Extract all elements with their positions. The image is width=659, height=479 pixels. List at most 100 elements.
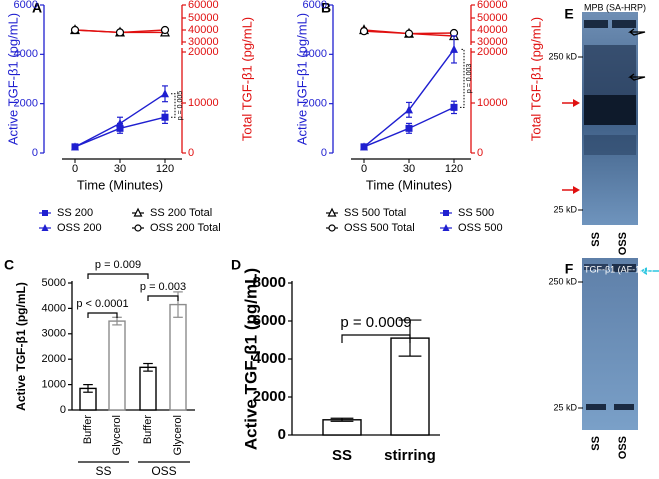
marker [160,25,170,35]
annotation: p = 0.003 [466,64,473,93]
y-tick-label: 4000 [14,48,38,60]
marker [359,27,369,36]
panel-label: F [565,261,574,277]
legend-label: OSS 500 Total [344,222,415,234]
group-label: OSS [151,464,176,478]
y2-tick-label: 10000 [477,97,508,109]
size-marker: 25 kD [553,204,577,214]
x-tick-label: 0 [361,163,367,175]
band [614,404,634,410]
x-tick-label: Buffer [142,415,154,444]
y-tick-label: 0 [278,426,286,443]
marker [70,25,80,35]
band [584,20,608,28]
band [612,20,636,28]
blot-e [562,12,646,225]
arrow [628,73,646,81]
blot-f [582,258,659,430]
x-tick-label: Buffer [82,415,94,444]
y2-axis-label: Total TGF-β1 (pg/mL) [239,17,254,141]
size-marker: 250 kD [548,276,577,286]
x-tick-label: stirring [384,447,436,464]
x-tick-label: 0 [72,163,78,175]
bar [108,320,126,411]
bar [139,366,157,411]
x-tick-label: 120 [445,163,463,175]
band [584,45,636,95]
significance-label: p = 0.003 [140,281,186,293]
marker [360,142,368,151]
marker [405,124,413,132]
legend-label: SS 500 [458,207,494,219]
blot-title: TGF-β1 (AF-101) [584,264,653,274]
significance-bracket [147,295,179,301]
x-tick-label: SS [332,447,352,464]
marker [442,224,450,231]
lane-label: SS [590,436,602,451]
y-tick-label: 0 [32,147,38,159]
y-tick-label: 4000 [303,48,327,60]
panel-label: D [231,257,241,273]
significance-label: p < 0.0001 [76,298,128,310]
arrow-head [573,186,580,194]
legend-label: OSS 500 [458,222,503,234]
significance-label: p = 0.0009 [340,314,411,331]
significance-bracket [171,93,176,118]
arrow-head [573,99,580,107]
legend-label: SS 200 Total [150,207,212,219]
size-marker: 250 kD [548,51,577,61]
y-tick-label: 4000 [42,302,66,314]
y-axis-label: Active TGF-β1 (pg/mL) [14,282,28,411]
y-tick-label: 8000 [253,274,286,291]
marker [450,44,458,53]
y-tick-label: 6000 [253,312,286,329]
marker [161,89,169,98]
x-tick-label: 30 [114,163,126,175]
y-tick-label: 1000 [42,379,66,391]
panel-label: B [321,0,331,16]
y-tick-label: 0 [321,147,327,159]
marker [133,207,143,217]
lane-label: SS [590,232,602,247]
x-tick-label: 120 [156,163,174,175]
x-axis-label: Time (Minutes) [77,177,163,192]
legend-label: OSS 200 [57,222,102,234]
y-axis-label: Active TGF-β1 (pg/mL) [241,268,260,450]
marker [134,224,142,232]
marker [443,210,449,216]
y2-tick-label: 10000 [188,97,219,109]
band [586,404,606,410]
y-axis-label: Active TGF-β1 (pg/mL) [294,13,309,145]
marker [115,28,125,37]
significance-label: p = 0.009 [95,259,141,271]
y2-tick-label: 40000 [188,24,219,36]
y-tick-label: 2000 [14,98,38,110]
panel-label: E [564,6,573,22]
significance-bracket [460,48,465,108]
y-tick-label: 2000 [253,388,286,405]
y2-tick-label: 50000 [188,12,219,24]
size-marker: 25 kD [553,402,577,412]
y2-tick-label: 60000 [477,0,508,11]
marker [42,210,48,216]
y-tick-label: 3000 [42,328,66,340]
marker [405,105,413,114]
lane-label: OSS [617,232,629,255]
marker [116,118,124,127]
blot-image [582,258,638,430]
marker [450,103,458,111]
lane-label: OSS [617,436,629,459]
y-tick-label: 4000 [253,350,286,367]
y2-tick-label: 50000 [477,12,508,24]
legend-label: SS 200 [57,207,93,219]
significance-bracket [87,312,118,318]
significance-bracket [341,334,411,343]
y-tick-label: 0 [60,404,66,416]
y-tick-label: 6000 [303,0,327,11]
legend-label: OSS 200 Total [150,222,221,234]
y2-tick-label: 30000 [188,36,219,48]
marker [71,142,79,151]
group-label: SS [95,464,111,478]
marker [404,29,414,38]
marker [328,224,336,232]
